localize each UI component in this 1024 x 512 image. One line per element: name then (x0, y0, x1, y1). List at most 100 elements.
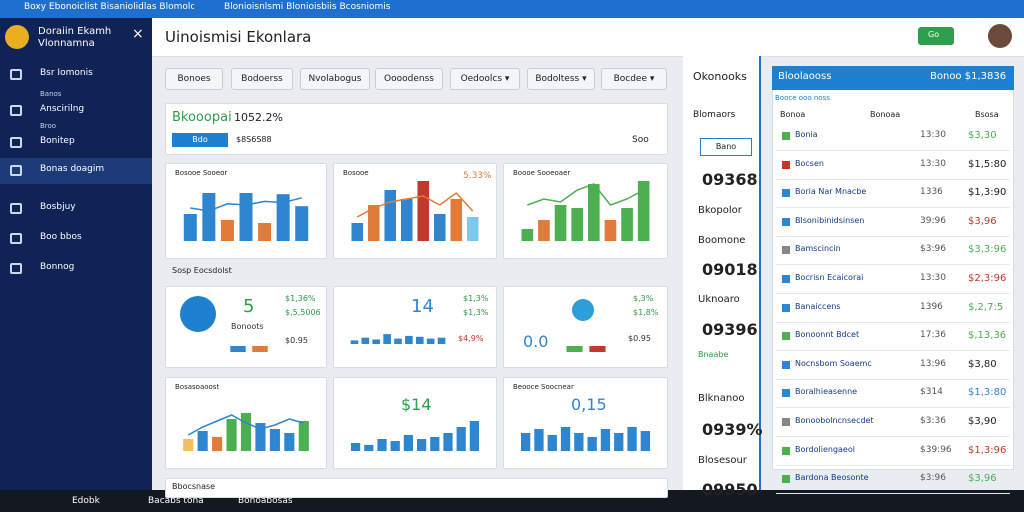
filter-button[interactable]: Bodoltess ▾ (527, 68, 595, 90)
bar (450, 199, 463, 241)
cell: Boria Nar Mnacbe (795, 187, 867, 197)
filter-button[interactable]: Bonoes (165, 68, 223, 90)
cell: Banaiccens (795, 301, 841, 311)
card-title: Bbocsnase (172, 482, 216, 491)
bar (627, 427, 637, 451)
cell: 1336 (920, 187, 943, 198)
menu-icon (10, 165, 22, 176)
stats-button[interactable]: Bano (700, 138, 752, 156)
avatar[interactable] (988, 24, 1012, 48)
mini-chart (521, 181, 650, 241)
bar (554, 205, 567, 241)
menu-item[interactable]: Bonnog (40, 262, 75, 272)
cell: $3,96 (968, 473, 997, 485)
bar (367, 205, 380, 241)
bar (600, 429, 611, 451)
bar (298, 421, 309, 451)
row-divider (776, 350, 1010, 352)
bar (426, 338, 435, 344)
bar (390, 441, 400, 451)
menu-sub: Banos (40, 90, 62, 98)
cell: $1,3:90 (968, 187, 1007, 199)
bar (276, 194, 290, 241)
bottom-card (165, 478, 668, 498)
card-title: Bosasoaoost (175, 383, 220, 391)
filter-button[interactable]: Oooodenss (375, 68, 443, 90)
cell: $3:96 (920, 244, 946, 255)
card-text: $1,36% (285, 294, 316, 303)
stats-title: Okonooks (693, 70, 747, 83)
bar (466, 217, 479, 241)
menu-item[interactable]: Bonitep (40, 136, 75, 146)
cell: Bonia (795, 130, 818, 139)
filter-button[interactable]: Bodoerss (231, 68, 293, 90)
summary-value: 1052.2% (234, 111, 283, 124)
card-text: $1,8% (633, 308, 659, 317)
row-divider (776, 493, 1010, 495)
menu-item[interactable]: Bonas doagim (40, 164, 105, 174)
menu-icon (10, 233, 22, 244)
menu-item[interactable]: Boo bbos (40, 232, 82, 242)
cell: $,2,7:5 (968, 301, 1004, 313)
menu-icon (10, 69, 22, 80)
stat-label: Blosesour (698, 455, 747, 466)
logo (5, 25, 29, 49)
column-header: Bsosa (975, 110, 999, 119)
filter-button[interactable]: Bocdee ▾ (601, 68, 667, 90)
stat-value: 09396 (702, 320, 758, 339)
card-value: 5.33% (463, 171, 492, 181)
menu-item[interactable]: Anscirilng (40, 104, 85, 114)
stat-label: Uknoaro (698, 294, 740, 305)
close-icon[interactable]: × (132, 26, 144, 42)
cell: 13:96 (920, 358, 946, 369)
bar (433, 214, 446, 241)
cell: 13:30 (920, 158, 946, 169)
tab[interactable]: Blonioisnlsmi Blonioisbiis Bcosniomis (224, 2, 391, 12)
row-divider (776, 235, 1010, 237)
bar (587, 184, 600, 241)
bar (560, 427, 571, 451)
section-caption: Sosp Eocsdolst (172, 266, 232, 275)
cell: Bocrisn Ecaicorai (795, 273, 864, 282)
go-button[interactable] (918, 27, 954, 45)
card-title: Bosooe (343, 169, 369, 177)
bar (437, 337, 446, 344)
card-title: Boooe Sooeoaer (513, 169, 571, 177)
summary-label: Bkooopai (172, 110, 232, 125)
bar (403, 435, 414, 451)
taskbar-search[interactable]: Edobk (72, 496, 100, 506)
bar (230, 346, 246, 352)
bar (239, 193, 253, 241)
menu-icon (10, 203, 22, 214)
bar (547, 435, 557, 451)
bar (269, 429, 280, 451)
row-divider (776, 150, 1010, 151)
tab[interactable]: Boxy Ebonoiclist Bisaniolidlas Blomolor (24, 2, 194, 12)
taskbar-app[interactable]: Bacabs tona (148, 496, 204, 506)
taskbar-app[interactable]: Bonoabosas (238, 496, 293, 506)
row-icon (782, 132, 790, 140)
card (333, 286, 497, 368)
summary-button[interactable]: Bdo (172, 133, 228, 147)
bar (364, 445, 374, 451)
row-icon (782, 332, 790, 341)
bar (183, 214, 197, 241)
cell: Bonoonnt Bdcet (795, 330, 860, 340)
bar (456, 427, 466, 451)
bar (351, 223, 364, 241)
filter-button[interactable]: Oedoolcs ▾ (450, 68, 520, 90)
stat-label: Blknanoo (698, 393, 745, 404)
bar (538, 220, 550, 241)
cell: $314 (920, 387, 943, 398)
row-divider (776, 178, 1010, 180)
menu-icon (10, 137, 22, 148)
trend-line (187, 414, 304, 436)
row-divider (776, 321, 1010, 323)
bar (534, 429, 544, 451)
filter-button[interactable]: Nvolabogus (300, 68, 370, 90)
menu-item[interactable]: Bosbjuy (40, 202, 76, 212)
menu-item[interactable]: Bsr Iomonis (40, 68, 93, 78)
search[interactable]: Soo (632, 135, 649, 145)
button-label[interactable]: Go (928, 30, 940, 39)
bar (640, 431, 651, 451)
